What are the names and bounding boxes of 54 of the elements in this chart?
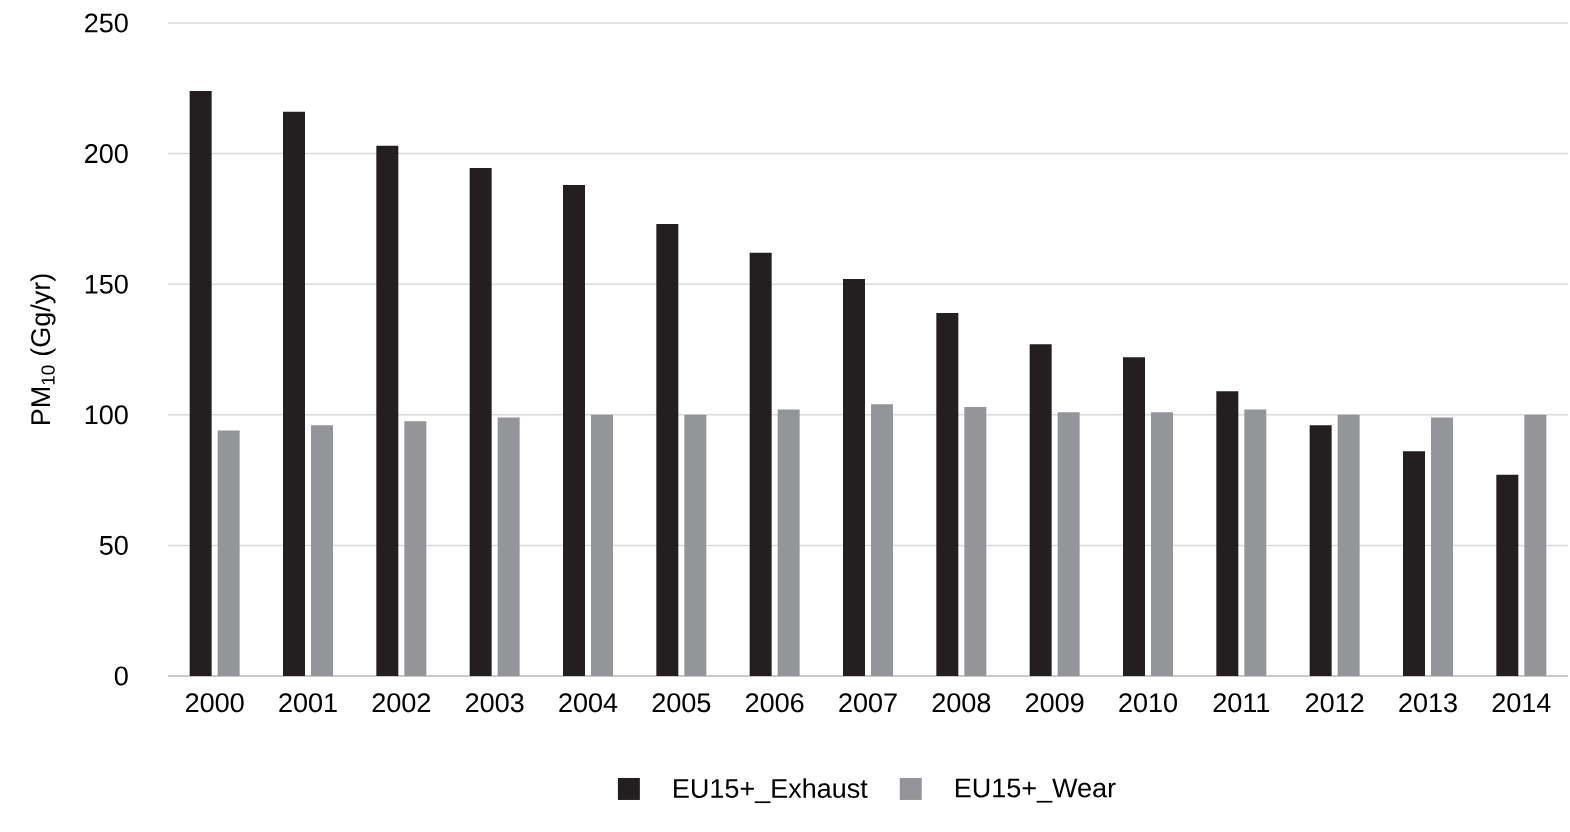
x-tick-label: 2013 [1399, 693, 1457, 713]
bar [376, 145, 399, 676]
bar [1151, 412, 1173, 676]
x-tick-label: 2001 [279, 693, 337, 713]
bar [656, 224, 679, 676]
bar [1244, 409, 1267, 676]
x-tick-label: 2006 [746, 693, 804, 713]
y-axis-title: PM$_{10}$ (Gg/yr) [30, 274, 56, 425]
bar [497, 417, 520, 676]
bar [684, 414, 707, 676]
bar [1337, 414, 1360, 676]
x-tick-label: 2012 [1306, 693, 1364, 713]
bar [1057, 412, 1080, 676]
y-tick-label: 100 [85, 405, 128, 425]
bar [1216, 391, 1239, 676]
bar [189, 90, 212, 676]
bar [871, 404, 893, 676]
bar [217, 430, 240, 676]
bar [1496, 474, 1519, 676]
bar [283, 111, 305, 676]
x-tick-label: 2003 [466, 693, 524, 713]
bar [563, 184, 585, 676]
x-tick-label: 2000 [186, 693, 244, 713]
x-tick-label: 2004 [559, 693, 618, 713]
x-tick-label: 2007 [839, 693, 897, 713]
x-tick-label: 2010 [1119, 693, 1177, 713]
x-tick-label: 2014 [1492, 693, 1551, 713]
y-tick-label: 250 [85, 13, 128, 33]
bar [1403, 451, 1425, 676]
bar [843, 278, 865, 676]
legend-label: EU15+_Exhaust [674, 778, 868, 804]
x-tick-label: 2002 [372, 693, 430, 713]
bar [311, 425, 333, 676]
bar [1309, 425, 1332, 676]
bar [469, 167, 492, 676]
bar [1123, 357, 1145, 676]
y-tick-label: 200 [85, 144, 128, 164]
x-tick-label: 2011 [1213, 693, 1270, 713]
bar [1524, 414, 1547, 676]
bar [749, 252, 772, 676]
bar [964, 406, 987, 676]
y-tick-label: 50 [99, 535, 128, 555]
bar [1431, 417, 1453, 676]
y-tick-label: 150 [85, 274, 128, 294]
x-tick-label: 2009 [1026, 693, 1084, 713]
bar [1029, 344, 1052, 676]
bar [591, 414, 613, 676]
y-tick-label: 0 [114, 666, 128, 686]
bar [936, 312, 959, 676]
legend-label: EU15+_Wear [955, 778, 1116, 803]
bar [404, 421, 427, 676]
x-tick-label: 2008 [932, 693, 991, 713]
x-tick-label: 2005 [652, 693, 711, 713]
bar [777, 409, 800, 676]
